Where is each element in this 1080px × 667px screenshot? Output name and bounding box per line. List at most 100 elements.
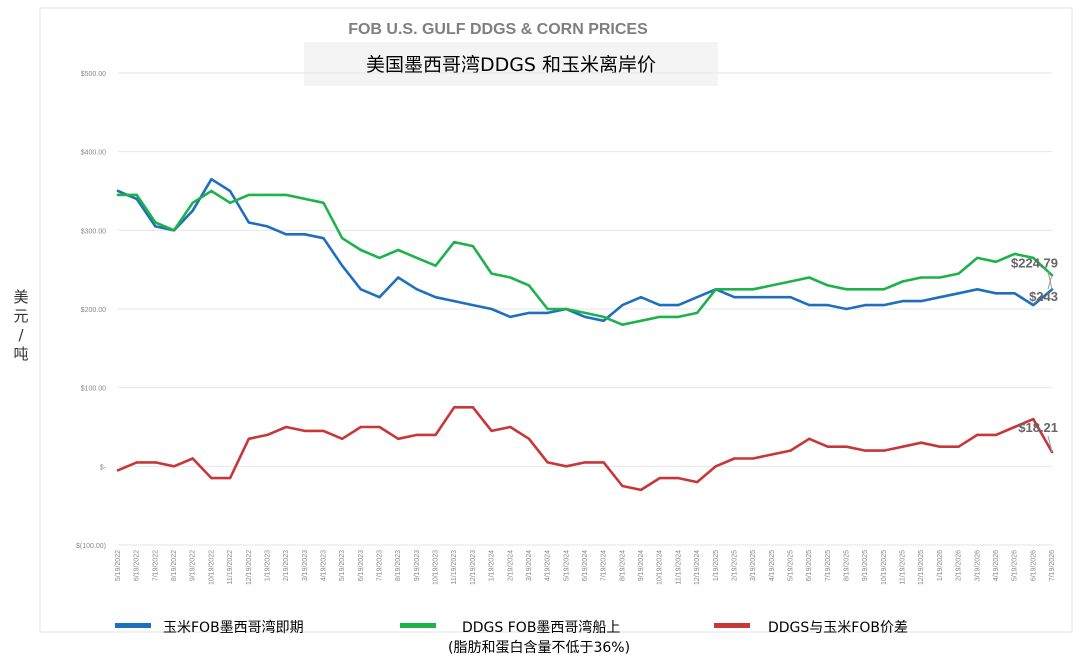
- data-point: [210, 189, 213, 193]
- data-point: [976, 433, 979, 437]
- y-tick-label: $300.00: [81, 228, 106, 235]
- annotation-label: $243: [1029, 289, 1058, 304]
- data-point: [116, 469, 120, 472]
- data-point: [546, 307, 549, 311]
- data-point: [228, 476, 232, 480]
- data-point: [957, 272, 960, 275]
- data-point: [994, 433, 998, 437]
- data-point: [191, 209, 194, 212]
- x-tick-label: 7/19/2024: [601, 550, 608, 581]
- x-tick-label: 12/19/2024: [694, 550, 701, 585]
- data-point: [920, 441, 923, 444]
- data-point: [191, 201, 194, 204]
- data-point: [415, 256, 419, 260]
- data-point: [453, 299, 456, 303]
- x-tick-label: 6/19/2025: [806, 550, 813, 581]
- data-point: [154, 461, 157, 464]
- x-axis-ticks: 5/19/2022 6/19/2022 7/19/2022 8/19/2022 9/19…: [115, 550, 1056, 585]
- data-point: [770, 453, 773, 456]
- data-point: [191, 457, 194, 460]
- data-point: [340, 237, 344, 240]
- data-point: [228, 201, 232, 204]
- x-tick-label: 10/19/2024: [657, 550, 664, 585]
- legend-swatch: [115, 623, 151, 628]
- x-tick-label: 6/19/2023: [358, 550, 365, 581]
- x-tick-label: 5/19/2025: [787, 550, 794, 581]
- x-tick-label: 10/19/2023: [433, 550, 440, 585]
- x-tick-label: 2/19/2026: [956, 550, 963, 581]
- data-point: [1032, 417, 1035, 421]
- legend-label: 玉米FOB墨西哥湾即期: [163, 619, 304, 636]
- data-point: [490, 307, 493, 311]
- data-point: [172, 229, 176, 232]
- data-point: [359, 288, 363, 291]
- data-point: [415, 288, 419, 291]
- x-tick-label: 11/19/2023: [451, 550, 458, 585]
- data-point: [864, 288, 867, 291]
- data-point: [733, 457, 736, 460]
- data-point: [583, 461, 587, 464]
- annotation-leader: [1047, 435, 1053, 453]
- data-point: [490, 429, 493, 433]
- data-point: [322, 429, 325, 433]
- data-point: [527, 311, 531, 315]
- x-tick-label: 7/19/2026: [1049, 550, 1056, 581]
- x-tick-label: 10/19/2025: [881, 550, 888, 585]
- data-point: [303, 429, 306, 433]
- data-point: [471, 244, 475, 248]
- data-point: [490, 272, 493, 275]
- data-point: [733, 288, 736, 291]
- data-point: [602, 315, 605, 319]
- data-point: [322, 237, 325, 240]
- x-tick-label: 10/19/2022: [208, 550, 215, 585]
- data-point: [770, 296, 773, 299]
- x-tick-label: 5/19/2026: [1012, 550, 1019, 581]
- y-tick-label: $100.00: [81, 386, 106, 393]
- data-point: [677, 476, 680, 480]
- x-tick-label: 7/19/2023: [377, 550, 384, 581]
- x-tick-label: 12/19/2025: [918, 550, 925, 585]
- data-point: [303, 233, 306, 236]
- data-point: [658, 476, 661, 480]
- series-lines: [116, 177, 1054, 492]
- data-point: [1013, 292, 1016, 295]
- data-point: [639, 319, 643, 322]
- chart-subtitle: 美国墨西哥湾DDGS 和玉米离岸价: [366, 54, 656, 76]
- data-point: [359, 248, 363, 252]
- x-tick-label: 9/19/2022: [190, 550, 197, 581]
- data-point: [920, 276, 923, 279]
- data-point: [434, 433, 437, 437]
- x-tick-label: 8/19/2024: [619, 550, 626, 581]
- x-tick-label: 6/19/2026: [1030, 550, 1037, 581]
- x-tick-label: 4/19/2023: [320, 550, 327, 581]
- data-point: [453, 240, 456, 244]
- data-point: [621, 323, 624, 326]
- x-tick-label: 3/19/2024: [526, 550, 533, 581]
- data-point: [397, 248, 400, 252]
- x-tick-label: 4/19/2025: [769, 550, 776, 581]
- x-tick-label: 1/19/2024: [489, 550, 496, 581]
- data-point: [583, 315, 587, 319]
- data-point: [116, 193, 120, 197]
- legend: 玉米FOB墨西哥湾即期 DDGS FOB墨西哥湾船上 (脂肪和蛋白含量不低于36%)…: [115, 619, 908, 656]
- data-point: [397, 276, 400, 279]
- y-axis-label-char: 吨: [13, 345, 28, 363]
- data-point: [658, 315, 661, 319]
- data-point: [639, 296, 643, 299]
- data-point: [714, 465, 717, 468]
- data-point: [509, 425, 512, 429]
- data-point: [154, 225, 157, 228]
- data-point: [807, 437, 811, 440]
- data-point: [695, 480, 699, 484]
- y-tick-label: $(100.00): [76, 543, 106, 550]
- data-point: [284, 233, 288, 236]
- data-point: [602, 461, 605, 464]
- x-tick-label: 1/19/2026: [937, 550, 944, 581]
- data-point: [994, 292, 998, 295]
- data-point: [938, 445, 942, 448]
- x-tick-label: 6/19/2024: [582, 550, 589, 581]
- data-point: [284, 425, 288, 429]
- data-point: [135, 193, 138, 197]
- x-tick-label: 3/19/2023: [302, 550, 309, 581]
